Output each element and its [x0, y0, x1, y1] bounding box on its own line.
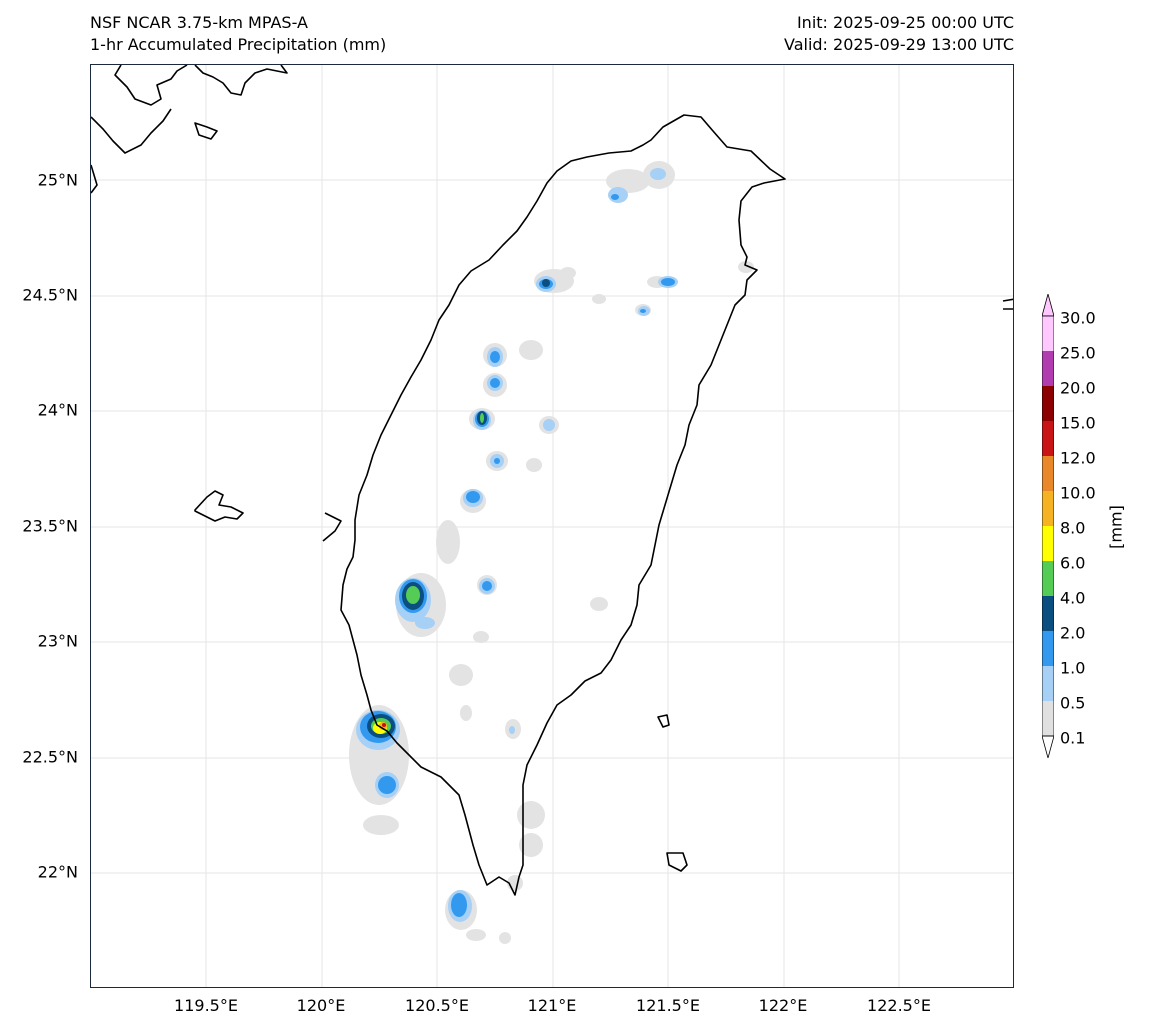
- lon-label-122-5: 122.5°E: [867, 996, 931, 1015]
- penghu-coastline: [194, 490, 244, 522]
- colorbar-level-0-1: 0.1: [1060, 728, 1086, 748]
- lon-label-121-5: 121.5°E: [636, 996, 700, 1015]
- time-info: Init: 2025-09-25 00:00 UTC Valid: 2025-0…: [784, 12, 1014, 56]
- colorbar-level-20: 20.0: [1060, 378, 1096, 398]
- precip-4p0: [371, 413, 484, 734]
- lat-label-22-5: 22.5°N: [22, 747, 78, 767]
- lanyu-coastline: [666, 852, 688, 872]
- map-title: NSF NCAR 3.75-km MPAS-A 1-hr Accumulated…: [90, 12, 386, 56]
- yonaguni-coastline: [1002, 298, 1013, 310]
- field-name: 1-hr Accumulated Precipitation (mm): [90, 35, 387, 54]
- lon-label-121: 121°E: [527, 996, 577, 1015]
- colorbar-level-12: 12.0: [1060, 448, 1096, 468]
- colorbar: [1042, 294, 1054, 758]
- colorbar-level-6: 6.0: [1060, 553, 1086, 573]
- lat-label-23: 23°N: [37, 631, 78, 651]
- china-coast-6: [322, 512, 342, 542]
- china-coast-5: [91, 164, 98, 194]
- lat-label-23-5: 23.5°N: [22, 516, 78, 536]
- china-coast-1: [114, 65, 188, 106]
- precip-0p5: [356, 168, 678, 922]
- lon-label-122: 122°E: [758, 996, 808, 1015]
- colorbar-level-25: 25.0: [1060, 343, 1096, 363]
- china-coast-2: [194, 65, 288, 96]
- lon-label-120: 120°E: [296, 996, 346, 1015]
- precip-12p0: [382, 723, 386, 727]
- colorbar-unit-label: [mm]: [1106, 505, 1126, 549]
- precip-1p0: [360, 194, 675, 917]
- colorbar-level-30: 30.0: [1060, 308, 1096, 328]
- lat-label-25: 25°N: [37, 170, 78, 190]
- map-panel: [90, 64, 1014, 988]
- colorbar-level-0-5: 0.5: [1060, 693, 1086, 713]
- taiwan-coastline: [340, 114, 786, 896]
- colorbar-level-8: 8.0: [1060, 518, 1086, 538]
- lat-label-22: 22°N: [37, 862, 78, 882]
- lat-label-24: 24°N: [37, 400, 78, 420]
- init-time: Init: 2025-09-25 00:00 UTC: [796, 13, 1014, 32]
- coastlines: [91, 65, 1013, 896]
- valid-time: Valid: 2025-09-29 13:00 UTC: [783, 35, 1014, 54]
- model-name: NSF NCAR 3.75-km MPAS-A: [90, 13, 308, 32]
- map-canvas: [91, 65, 1013, 987]
- lamay-coastline: [657, 714, 670, 728]
- lat-label-24-5: 24.5°N: [22, 285, 78, 305]
- lon-label-119-5: 119.5°E: [174, 996, 238, 1015]
- china-coast-3: [91, 108, 172, 154]
- china-coast-4: [194, 122, 218, 140]
- colorbar-level-4: 4.0: [1060, 588, 1086, 608]
- gridlines: [91, 65, 1013, 987]
- lon-label-120-5: 120.5°E: [405, 996, 469, 1015]
- colorbar-level-10: 10.0: [1060, 483, 1096, 503]
- colorbar-level-1: 1.0: [1060, 658, 1086, 678]
- colorbar-level-15: 15.0: [1060, 413, 1096, 433]
- colorbar-level-2: 2.0: [1060, 623, 1086, 643]
